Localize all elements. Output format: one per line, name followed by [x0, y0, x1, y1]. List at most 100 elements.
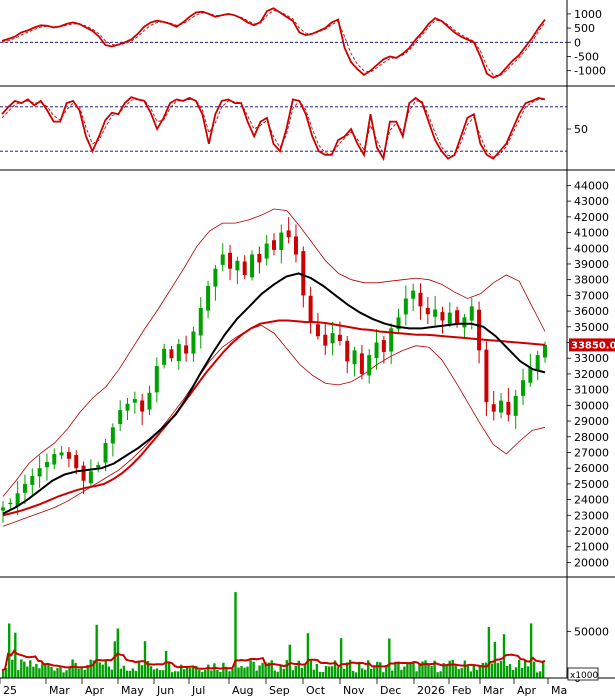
volume-bar	[128, 670, 132, 678]
candle-body	[15, 493, 20, 507]
volume-bar	[394, 661, 397, 678]
candle-body	[206, 285, 211, 311]
volume-bar	[469, 671, 472, 678]
candle-body	[315, 324, 320, 337]
volume-bar	[409, 662, 412, 678]
volume-bar	[201, 672, 204, 678]
candle-body	[59, 452, 64, 456]
panel-frames	[0, 0, 615, 679]
bollinger-upper	[2, 208, 546, 497]
volume-bar	[246, 666, 249, 678]
candle-body	[477, 309, 482, 351]
volume-bar	[240, 666, 243, 678]
y-tick-label: 24000	[574, 494, 609, 507]
x-tick-label: Feb	[452, 684, 471, 697]
x-tick-label: Aug	[232, 684, 253, 697]
volume-bar	[5, 668, 8, 678]
candle-body	[184, 345, 189, 354]
candle-body	[213, 268, 218, 287]
oscillator-line	[1, 7, 546, 79]
volume-bar	[436, 672, 439, 678]
volume-bar	[539, 671, 542, 678]
y-tick-label: 36000	[574, 305, 609, 318]
volume-bar	[315, 664, 319, 678]
volume-bar	[526, 666, 530, 678]
oscillator-middle-panel: 50	[0, 96, 588, 162]
volume-bar	[92, 660, 95, 678]
volume-bar	[478, 666, 481, 678]
oscillator-signal-line	[1, 98, 545, 158]
candle-body	[37, 468, 42, 477]
candle-body	[433, 309, 438, 317]
y-tick-label: 26000	[574, 462, 609, 475]
x-tick-label: Apr	[517, 684, 537, 697]
candle-body	[418, 292, 423, 307]
volume-bar	[77, 668, 80, 678]
volume-bar	[285, 660, 288, 678]
candle-body	[1, 507, 5, 511]
volume-bar	[101, 664, 104, 678]
volume-bar	[74, 662, 77, 678]
volume-bar	[415, 671, 418, 678]
volume-bar	[487, 627, 491, 678]
candle-body	[425, 307, 430, 315]
volume-bar	[155, 668, 159, 678]
volume-bar	[433, 660, 436, 678]
volume-bar	[270, 660, 273, 678]
candle-body	[367, 355, 372, 376]
volume-bar	[279, 666, 282, 678]
volume-bar	[44, 665, 47, 678]
candle-body	[499, 400, 504, 413]
y-tick-label: 20000	[574, 556, 609, 569]
candle-body	[374, 342, 379, 359]
volume-bar	[110, 669, 113, 678]
volume-bar	[216, 670, 219, 678]
volume-unit-tag: x1000	[567, 667, 599, 681]
last-price-tag-box	[569, 338, 615, 352]
candle-body	[447, 312, 452, 324]
volume-bar	[170, 672, 174, 678]
last-price-tag-label: 33850.00	[571, 340, 615, 351]
y-tick-label: 27000	[574, 446, 609, 459]
volume-bar	[466, 665, 469, 678]
volume-bar	[14, 632, 17, 678]
candle-body	[8, 502, 13, 505]
volume-bar	[336, 667, 340, 678]
candle-body	[191, 331, 196, 354]
volume-bar	[164, 650, 168, 678]
x-tick-label: Jul	[191, 684, 205, 697]
candle-body	[286, 230, 291, 238]
volume-bar	[137, 661, 141, 678]
candle-body	[403, 298, 408, 315]
volume-bar	[421, 661, 424, 678]
volume-bar	[354, 672, 358, 678]
volume-bar	[475, 670, 478, 678]
volume-bar	[397, 661, 400, 678]
y-tick-label: 33000	[574, 352, 609, 365]
candle-body	[96, 465, 101, 468]
moving-average-short	[2, 272, 546, 515]
volume-bar	[430, 666, 433, 678]
y-tick-label: 43000	[574, 195, 609, 208]
candle-body	[220, 254, 225, 265]
volume-bar	[20, 659, 23, 678]
volume-bar	[499, 661, 503, 678]
volume-bar	[180, 664, 183, 678]
y-tick-label: 29000	[574, 415, 609, 428]
candle-body	[250, 254, 255, 278]
volume-bar	[532, 661, 536, 678]
volume-bar	[312, 669, 316, 678]
volume-bar	[243, 667, 246, 678]
volume-bar	[348, 659, 352, 678]
moving-average-long	[2, 319, 546, 517]
oscillator-line	[1, 96, 546, 162]
volume-bar	[149, 666, 153, 678]
volume-bar	[219, 671, 222, 678]
volume-bar	[318, 671, 322, 678]
candle-body	[543, 344, 547, 358]
volume-unit-label: x1000	[570, 671, 599, 681]
volume-bar	[192, 667, 195, 678]
y-tick-label: 32000	[574, 368, 609, 381]
volume-bar	[282, 668, 285, 678]
